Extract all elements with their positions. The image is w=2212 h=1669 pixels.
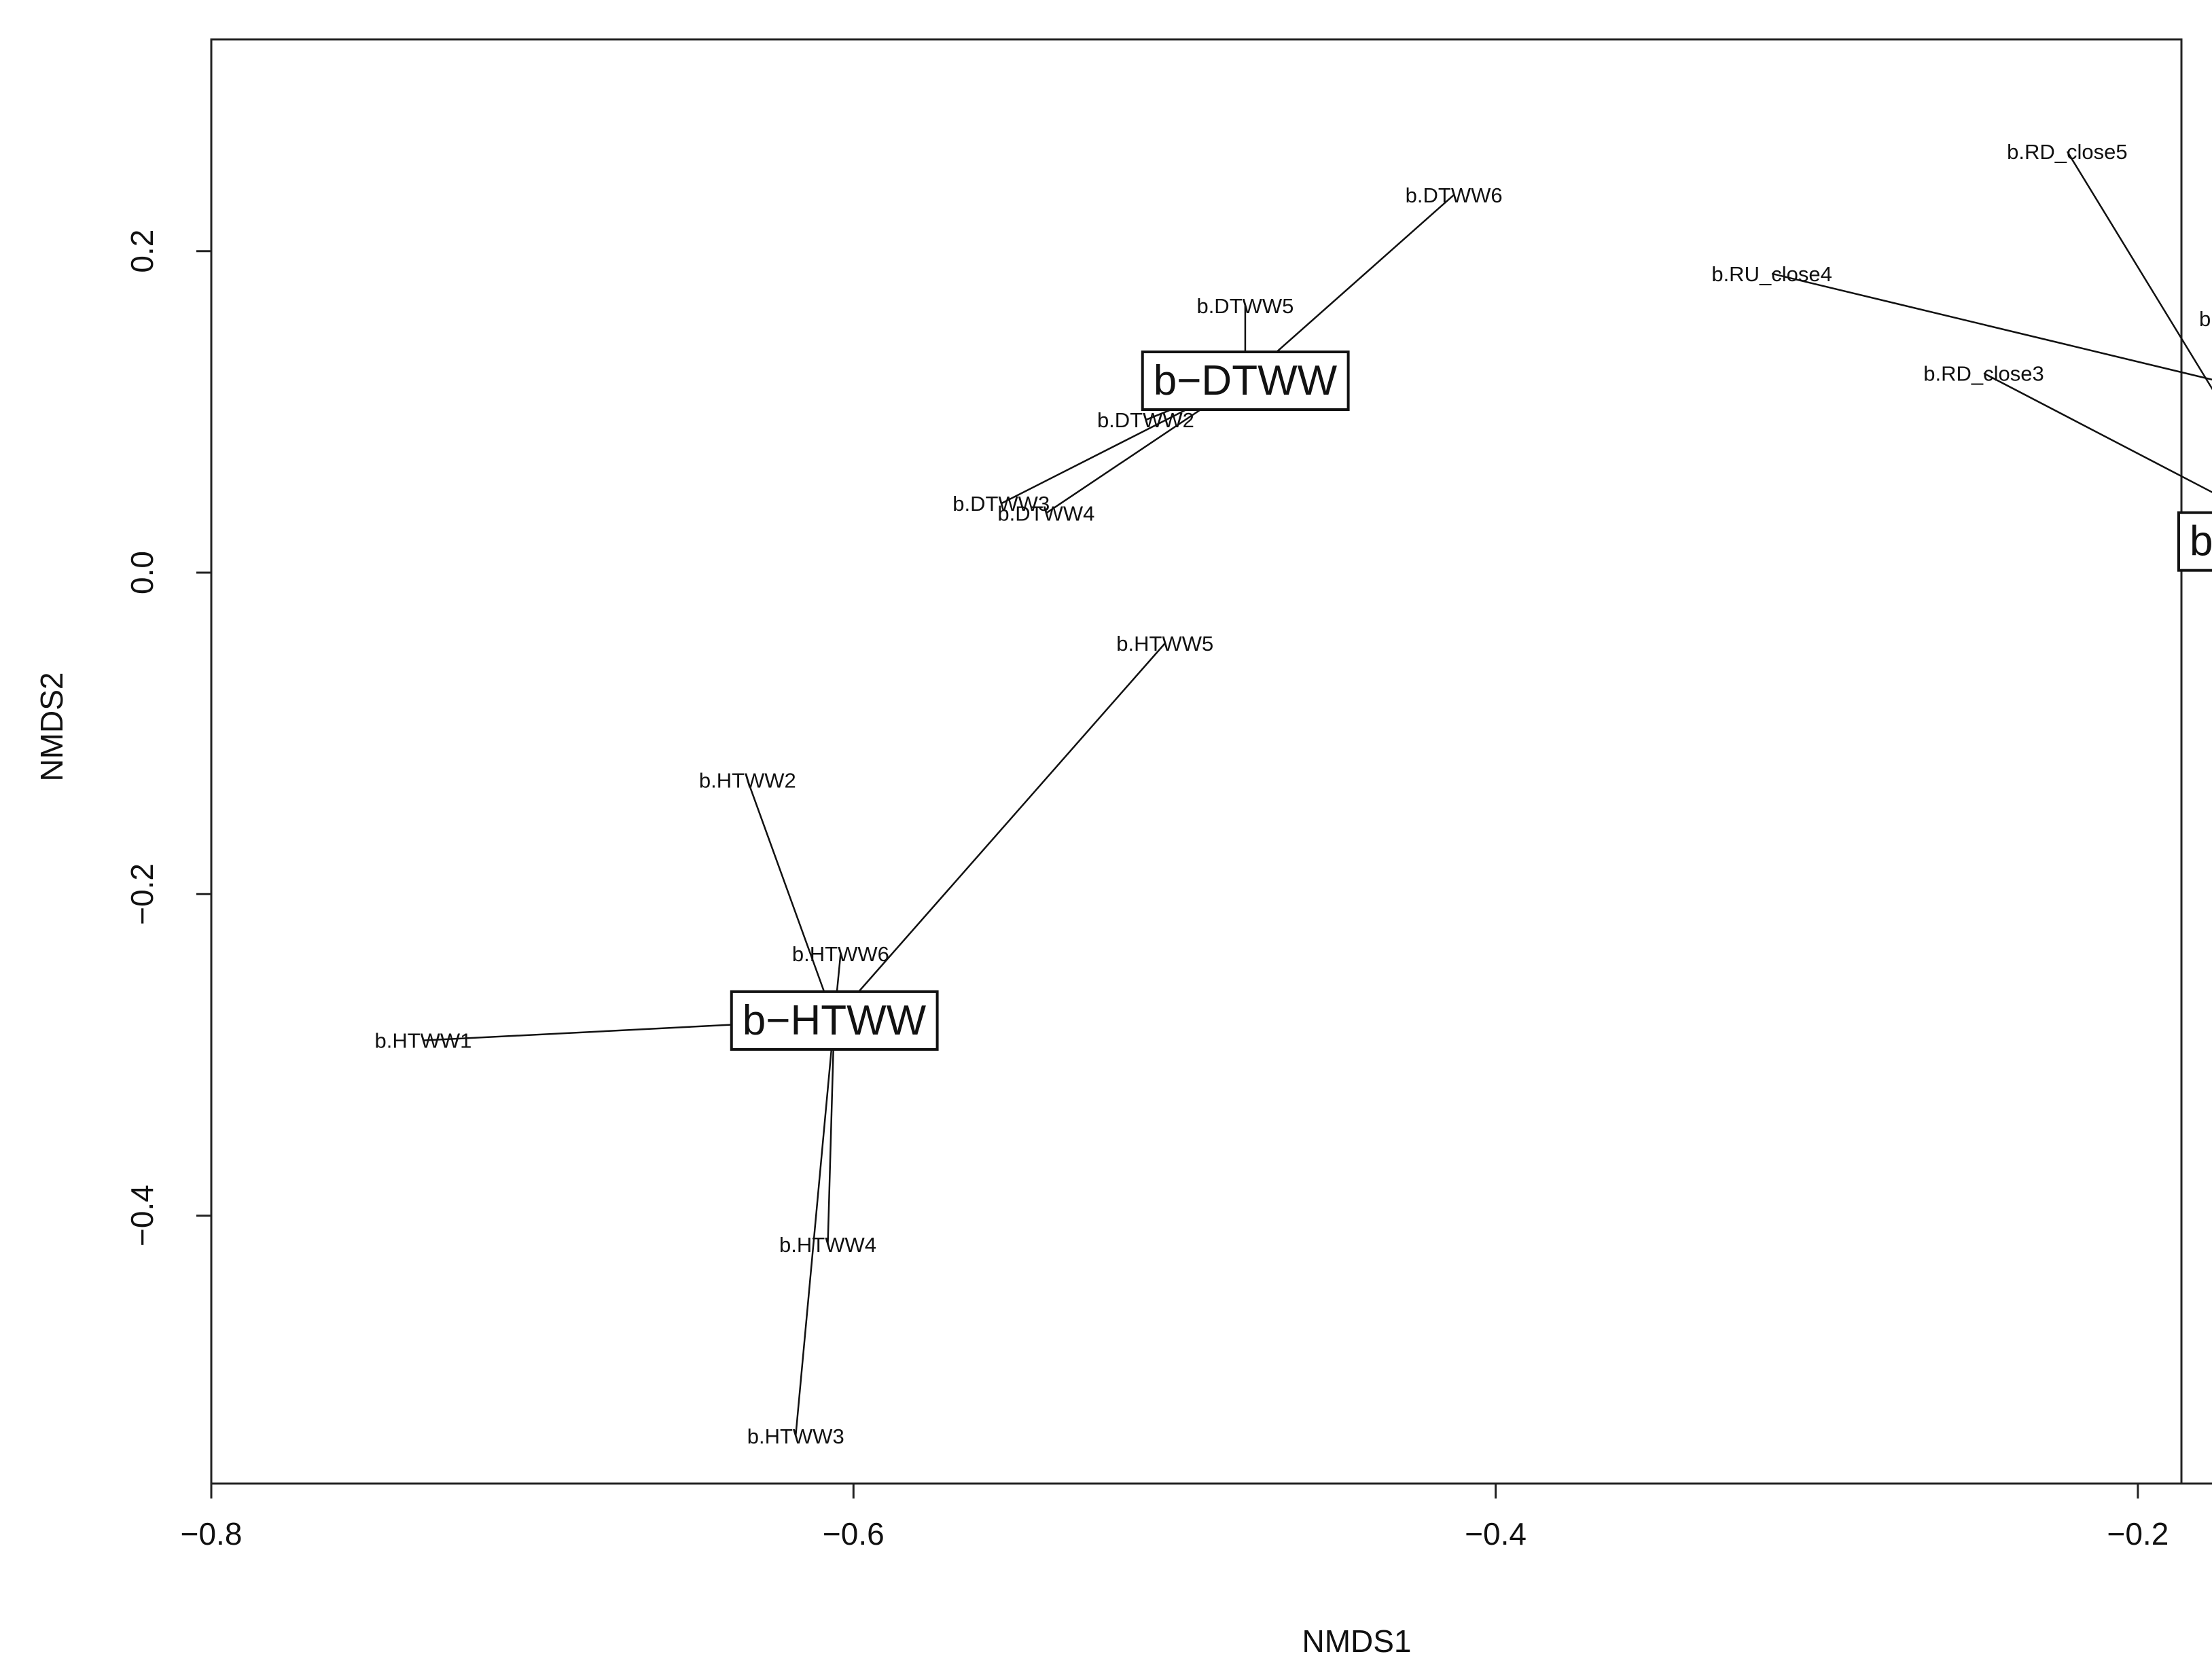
y-axis: −0.4 −0.2 0.0 0.2 (124, 230, 213, 1246)
y-tick-label: −0.4 (124, 1185, 160, 1246)
group-label: b−RD_close (2190, 518, 2212, 565)
group-label-box (2177, 511, 2212, 572)
x-axis: −0.8−0.6−0.4−0.20.00.20.4 (181, 1482, 2212, 1551)
sample-label: b.HTWW1 (374, 1029, 471, 1053)
y-tick-label: 0.0 (124, 551, 160, 594)
x-tick-label: −0.6 (823, 1516, 885, 1551)
sample-label: b.HTWW5 (1116, 632, 1213, 656)
x-axis-title: NMDS1 (1302, 1623, 1411, 1659)
spider-line (1245, 194, 1455, 380)
x-tick-label: −0.2 (2107, 1516, 2169, 1551)
sample-label: b.DTWW4 (997, 501, 1094, 525)
sample-label: b.HTWW4 (779, 1233, 876, 1257)
spider-line (834, 643, 1166, 1020)
sample-label: b.DTWW2 (1097, 408, 1194, 432)
spider-line (1771, 272, 2212, 381)
group-labels: b−DTWWb−HTWWb−RU_closeb−RD_closeb−RU_far… (730, 351, 2212, 1051)
sample-label: b.RD_close5 (2007, 140, 2127, 164)
y-axis-title: NMDS2 (34, 672, 69, 781)
group-label: b−DTWW (1154, 357, 1338, 404)
group-label: b−HTWW (743, 997, 927, 1044)
sample-label: b.HTWW2 (699, 768, 796, 792)
sample-label: b.RU_close4 (1711, 262, 1832, 286)
sample-label: b.DTWW3 (952, 492, 1050, 516)
spider-line (747, 779, 836, 1020)
spider-line (2066, 151, 2212, 391)
plot-frame (210, 38, 2183, 1485)
spider-line (794, 1019, 836, 1436)
sample-label: b.RU_far5 (2199, 307, 2212, 331)
sample-label: b.RD_close3 (1923, 362, 2044, 386)
x-tick-label: −0.4 (1465, 1516, 1527, 1551)
y-tick-label: −0.2 (124, 863, 160, 925)
x-tick-label: −0.8 (181, 1516, 243, 1551)
group-label-box (730, 990, 939, 1051)
sample-label: b.DTWW6 (1406, 183, 1503, 207)
sample-label: b.HTWW6 (792, 942, 889, 966)
spider-lines (423, 151, 2212, 1436)
y-tick-label: 0.2 (124, 230, 160, 273)
spider-line (827, 1019, 836, 1245)
sample-label: b.HTWW3 (747, 1424, 844, 1448)
spider-line (1983, 372, 2212, 493)
group-label-box (1141, 351, 1350, 412)
sample-label: b.DTWW5 (1196, 294, 1294, 318)
